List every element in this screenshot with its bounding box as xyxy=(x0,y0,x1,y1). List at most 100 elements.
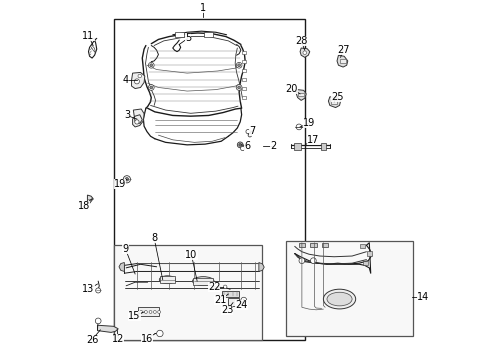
Bar xyxy=(320,143,325,149)
Circle shape xyxy=(156,330,163,337)
Ellipse shape xyxy=(159,276,175,284)
Circle shape xyxy=(148,62,154,68)
Circle shape xyxy=(158,311,160,314)
Circle shape xyxy=(240,146,244,150)
Text: 18: 18 xyxy=(78,201,90,211)
Ellipse shape xyxy=(323,289,355,309)
Text: 14: 14 xyxy=(416,292,429,302)
Text: 25: 25 xyxy=(330,92,343,102)
Text: 20: 20 xyxy=(285,84,297,94)
Bar xyxy=(242,78,245,81)
Text: 28: 28 xyxy=(294,36,307,46)
Bar xyxy=(363,261,367,265)
Text: 5: 5 xyxy=(184,33,191,43)
Bar xyxy=(113,19,305,339)
Bar xyxy=(137,307,159,316)
Bar xyxy=(366,251,371,256)
Bar xyxy=(321,243,327,247)
Polygon shape xyxy=(97,325,118,332)
Text: 6: 6 xyxy=(244,141,250,151)
Text: 21: 21 xyxy=(213,295,226,305)
Circle shape xyxy=(223,285,226,289)
Polygon shape xyxy=(328,97,340,108)
Circle shape xyxy=(236,85,242,90)
Text: 16: 16 xyxy=(141,333,153,343)
Text: 12: 12 xyxy=(112,333,124,343)
Polygon shape xyxy=(258,262,264,271)
Bar xyxy=(175,32,184,37)
Text: 4: 4 xyxy=(122,75,128,85)
Circle shape xyxy=(140,311,142,314)
Circle shape xyxy=(245,130,250,134)
Circle shape xyxy=(149,64,152,67)
Circle shape xyxy=(238,143,241,146)
Text: 24: 24 xyxy=(235,300,247,310)
Circle shape xyxy=(148,85,154,90)
Text: 7: 7 xyxy=(249,126,255,135)
Text: 19: 19 xyxy=(302,118,315,128)
Circle shape xyxy=(296,124,301,130)
Text: 19: 19 xyxy=(113,179,125,189)
Bar xyxy=(242,87,245,90)
Bar xyxy=(193,278,213,285)
Circle shape xyxy=(247,134,251,137)
Circle shape xyxy=(237,86,240,89)
Text: 10: 10 xyxy=(185,249,197,260)
Circle shape xyxy=(237,142,243,148)
Bar xyxy=(294,143,300,149)
Bar xyxy=(360,244,365,248)
Bar xyxy=(285,241,412,336)
Circle shape xyxy=(236,62,242,68)
Text: 8: 8 xyxy=(151,233,157,243)
Text: 22: 22 xyxy=(207,282,220,292)
Polygon shape xyxy=(131,72,144,89)
Circle shape xyxy=(149,86,152,89)
Bar xyxy=(242,51,245,54)
Bar xyxy=(113,244,262,339)
Text: 23: 23 xyxy=(221,305,233,315)
Circle shape xyxy=(298,258,304,264)
Bar xyxy=(330,100,337,104)
Text: 9: 9 xyxy=(122,244,128,254)
Text: 13: 13 xyxy=(82,284,95,294)
Text: 17: 17 xyxy=(306,135,319,145)
Bar xyxy=(160,276,175,283)
Bar xyxy=(309,243,316,247)
Text: 1: 1 xyxy=(200,3,206,13)
Circle shape xyxy=(95,318,101,324)
Circle shape xyxy=(125,177,128,181)
Ellipse shape xyxy=(326,292,351,306)
Polygon shape xyxy=(300,48,309,57)
Circle shape xyxy=(144,311,147,314)
Bar xyxy=(203,32,213,37)
Text: 2: 2 xyxy=(269,141,276,151)
Text: 26: 26 xyxy=(86,334,98,345)
Bar xyxy=(242,69,245,72)
Bar xyxy=(298,93,304,96)
Circle shape xyxy=(135,120,139,124)
Bar xyxy=(298,243,305,247)
Bar xyxy=(242,60,245,63)
Ellipse shape xyxy=(192,276,214,285)
Circle shape xyxy=(138,74,142,78)
Circle shape xyxy=(153,311,156,314)
Circle shape xyxy=(303,51,306,54)
Text: 27: 27 xyxy=(336,45,348,55)
Text: 11: 11 xyxy=(82,31,95,41)
Polygon shape xyxy=(132,109,144,127)
Bar xyxy=(228,298,239,306)
Polygon shape xyxy=(336,55,347,67)
Polygon shape xyxy=(119,262,124,271)
Circle shape xyxy=(123,176,130,183)
Circle shape xyxy=(134,79,139,84)
Text: 3: 3 xyxy=(123,111,130,121)
Circle shape xyxy=(149,311,152,314)
Bar xyxy=(242,96,245,99)
Circle shape xyxy=(310,258,316,264)
Bar xyxy=(221,291,238,297)
Text: 15: 15 xyxy=(128,311,141,320)
Circle shape xyxy=(96,288,101,293)
Circle shape xyxy=(237,64,240,67)
Circle shape xyxy=(241,297,246,303)
Polygon shape xyxy=(87,195,93,203)
